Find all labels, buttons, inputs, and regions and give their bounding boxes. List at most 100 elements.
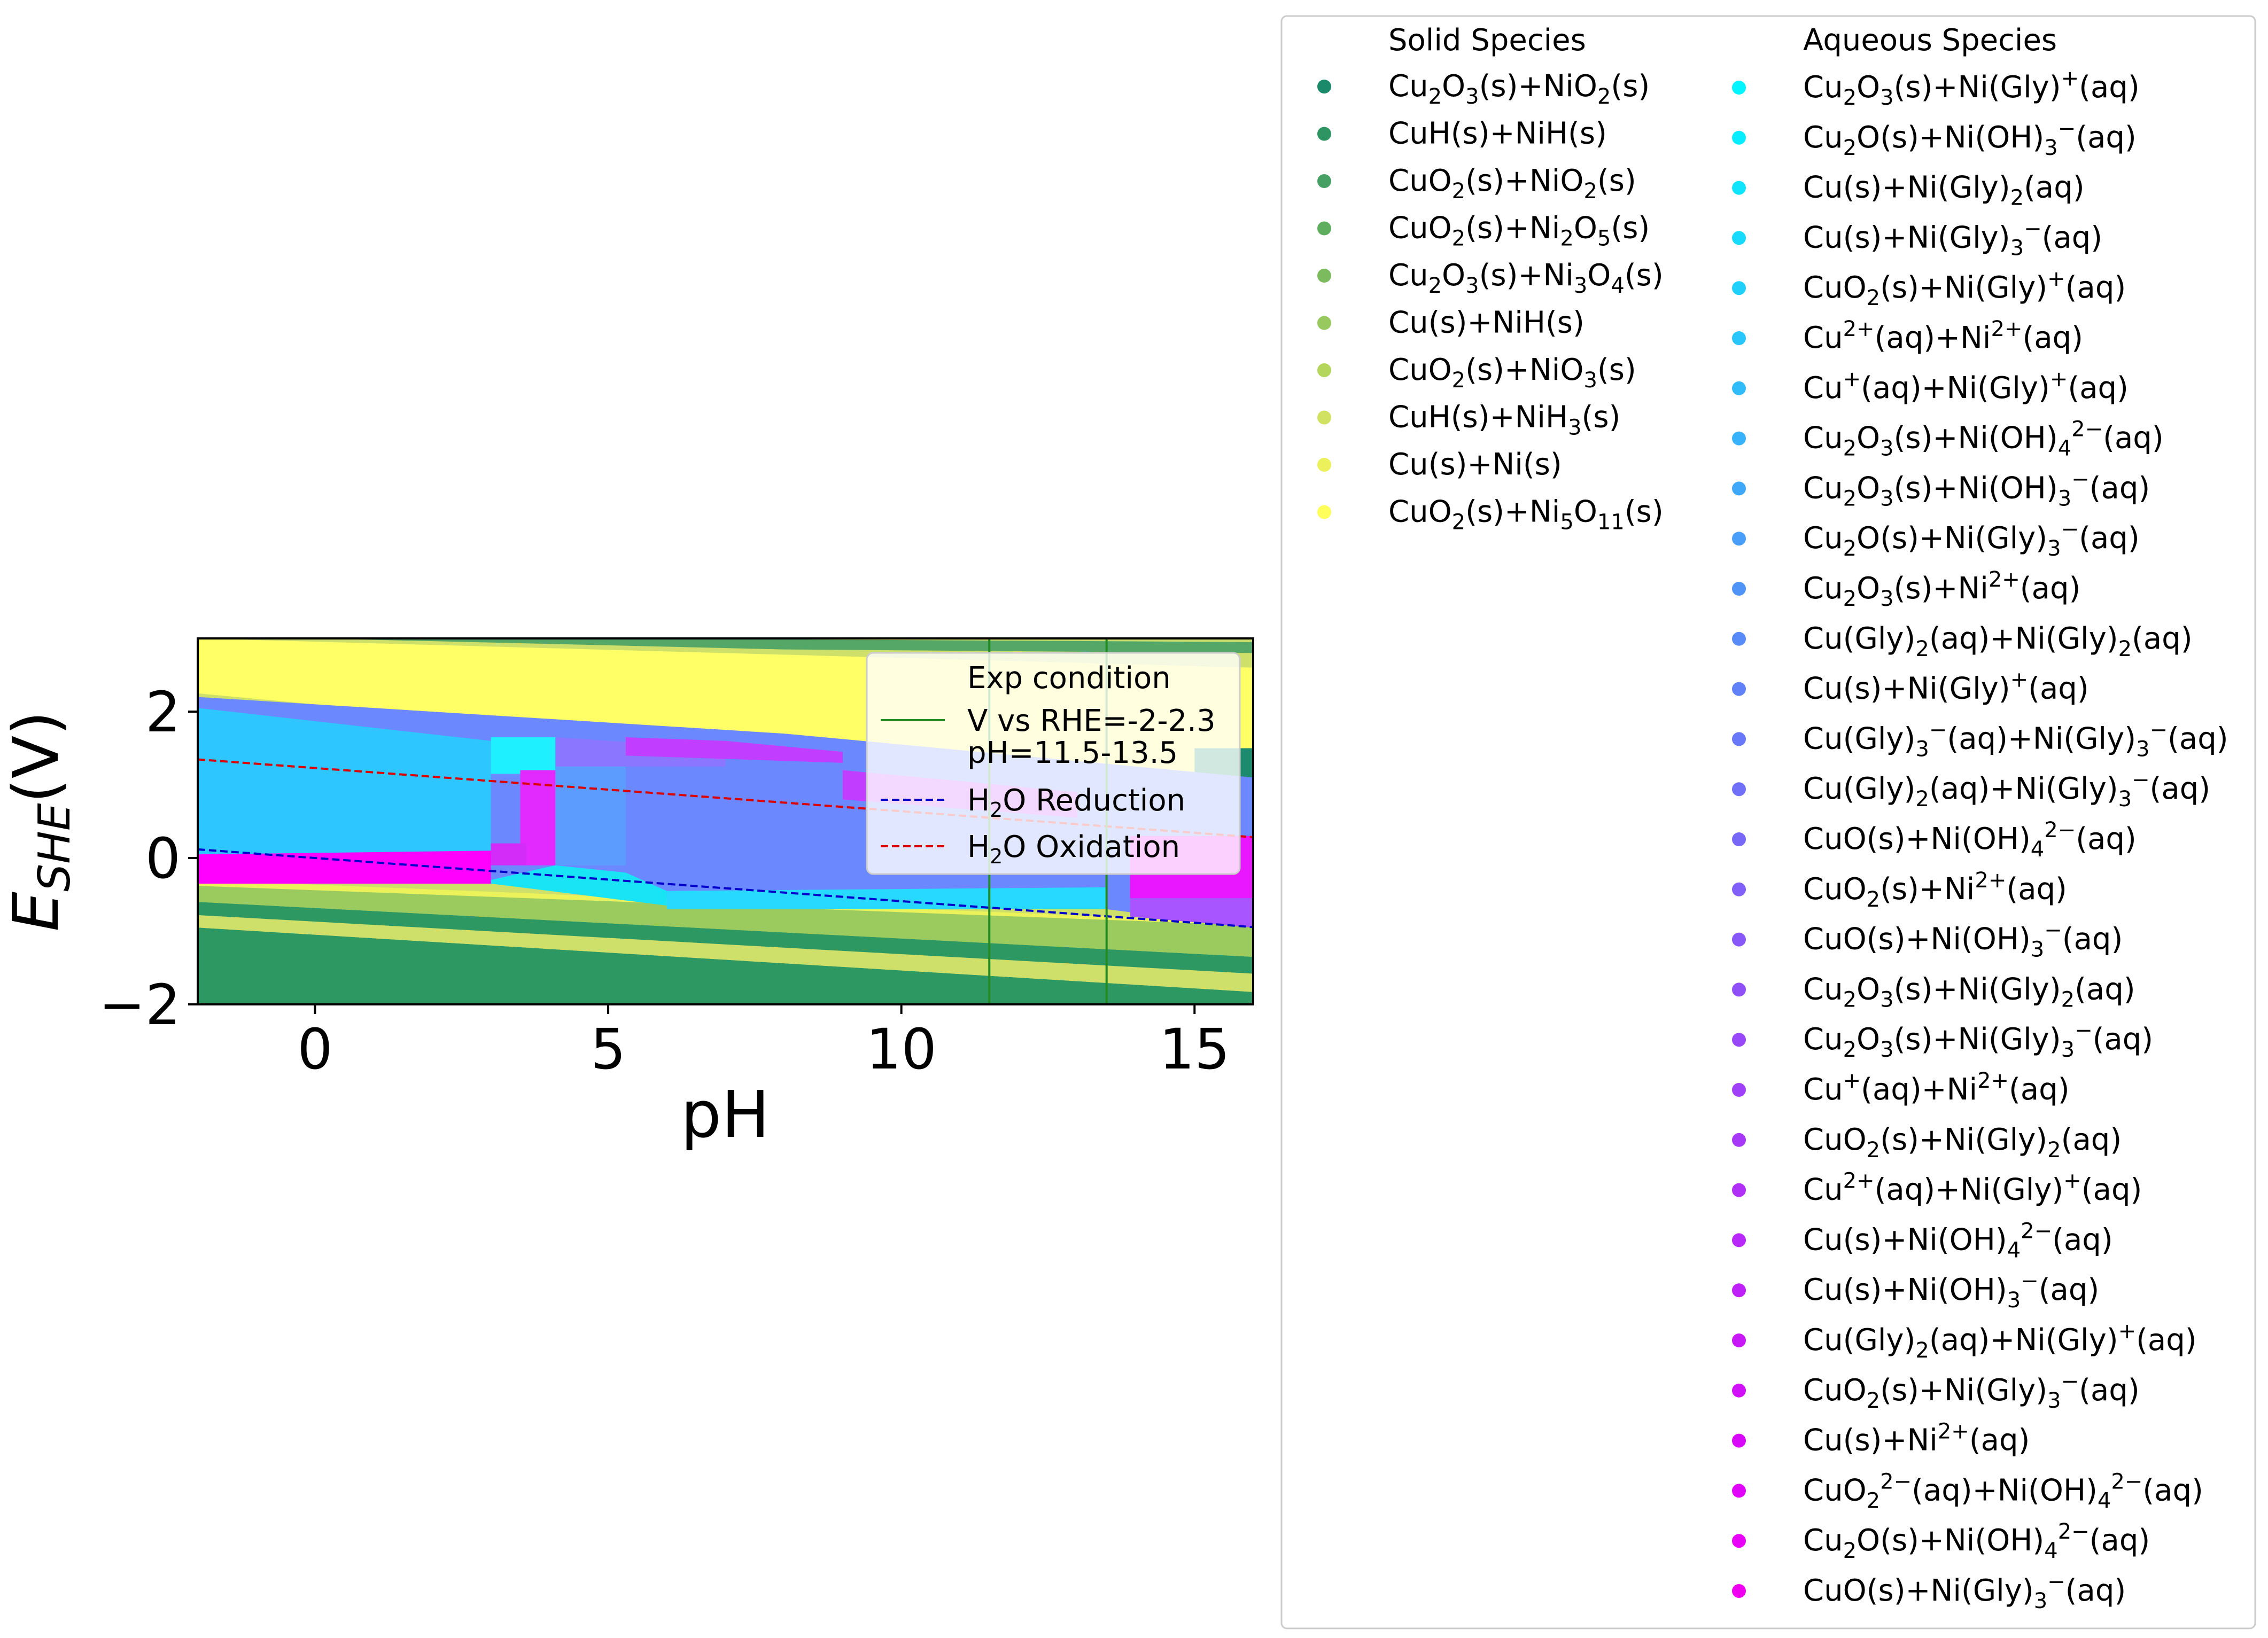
legend-entry-label: CuO2(s)+Ni(Gly)2(aq) [1803, 1122, 2122, 1163]
legend-marker [1317, 363, 1331, 377]
legend-marker [1317, 174, 1331, 188]
legend-marker [1732, 682, 1746, 696]
legend-marker [1732, 181, 1746, 195]
legend-marker [1732, 1083, 1746, 1097]
legend-entry-label: CuH(s)+NiH(s) [1388, 116, 1607, 151]
legend-marker [1732, 1584, 1746, 1598]
legend-entry-label: CuO22−(aq)+Ni(OH)42−(aq) [1803, 1469, 2203, 1513]
legend-entry-label: Cu2O3(s)+Ni(OH)3−(aq) [1803, 467, 2150, 511]
legend-marker [1732, 1383, 1746, 1398]
legend-marker [1732, 532, 1746, 546]
legend-marker [1732, 582, 1746, 596]
outer-legend-box [1280, 15, 2256, 1629]
legend-entry-label: Cu(s)+Ni(Gly)2(aq) [1803, 170, 2085, 210]
legend-entry-label: CuO(s)+Ni(Gly)3−(aq) [1803, 1570, 2126, 1613]
phase-region [1130, 898, 1253, 928]
plot-frame [197, 637, 1254, 1005]
legend-marker [1732, 631, 1746, 646]
legend-marker [1732, 1133, 1746, 1147]
legend-entry-label: Cu+(aq)+Ni(Gly)+(aq) [1803, 367, 2129, 405]
legend-marker [1732, 732, 1746, 746]
y-axis-label-tail: (V) [0, 711, 73, 804]
exp-condition-label-line2: pH=11.5-13.5 [967, 736, 1178, 770]
legend-marker [1732, 81, 1746, 95]
legend-marker [1732, 1534, 1746, 1548]
h2o-reduction-line [198, 848, 1253, 929]
phase-region [198, 708, 491, 880]
x-tick-label: 5 [591, 1017, 626, 1082]
legend-marker [1732, 231, 1746, 245]
legend-entry-label: CuO2(s)+NiO2(s) [1388, 163, 1636, 204]
legend-marker [1732, 1283, 1746, 1298]
y-tick-label: 0 [145, 826, 181, 891]
x-tick-label: 10 [866, 1017, 936, 1082]
legend-entry-label: Cu2O(s)+Ni(OH)3−(aq) [1803, 116, 2137, 160]
solid-species-entries: Cu2O3(s)+NiO2(s) CuH(s)+NiH(s) CuO2(s)+NiO… [1317, 69, 1664, 535]
aqueous-species-entries: Cu2O3(s)+Ni(Gly)+(aq) Cu2O(s)+Ni(OH)3−(aq… [1732, 66, 2228, 1613]
legend-entry-label: Cu2+(aq)+Ni2+(aq) [1803, 317, 2083, 355]
legend-entry-label: Cu2+(aq)+Ni(Gly)+(aq) [1803, 1169, 2142, 1207]
legend-marker [1732, 381, 1746, 395]
inner-legend: Exp condition V vs RHE=-2-2.3 pH=11.5-13… [866, 652, 1241, 875]
legend-marker [1317, 458, 1331, 472]
legend-entry-label: Cu2O3(s)+Ni2+(aq) [1803, 567, 2080, 611]
legend-marker [1732, 281, 1746, 295]
inner-legend-box [866, 652, 1241, 875]
legend-marker [1732, 431, 1746, 446]
legend-marker [1732, 932, 1746, 947]
phase-region [520, 770, 556, 865]
y-tick-label: −2 [99, 972, 181, 1038]
phase-region [626, 737, 843, 763]
legend-marker [1732, 481, 1746, 496]
y-axis-label-main: E [0, 891, 73, 931]
legend-marker [1317, 505, 1331, 519]
inner-legend-title: Exp condition [967, 661, 1171, 696]
phase-region [491, 865, 667, 906]
legend-entry-label: CuO(s)+Ni(OH)3−(aq) [1803, 918, 2123, 962]
legend-marker [1732, 331, 1746, 345]
legend-marker [1317, 221, 1331, 236]
legend-entry-label: CuO2(s)+Ni2O5(s) [1388, 211, 1650, 251]
h2o-oxidation-label: H2O Oxidation [967, 830, 1180, 868]
legend-entry-label: CuO2(s)+NiO3(s) [1388, 353, 1636, 393]
legend-marker [1732, 982, 1746, 997]
legend-entry-label: Cu(Gly)2(aq)+Ni(Gly)2(aq) [1803, 621, 2193, 661]
x-tick-label: 0 [297, 1017, 332, 1082]
legend-marker [1317, 80, 1331, 93]
legend-entry-label: Cu(Gly)2(aq)+Ni(Gly)3−(aq) [1803, 768, 2210, 812]
legend-entry-label: CuO2(s)+Ni5O11(s) [1388, 495, 1664, 535]
y-axis-label: ESHE(V) [0, 711, 80, 932]
phase-region [666, 887, 1107, 909]
phase-region [315, 638, 1253, 653]
legend-marker [1732, 832, 1746, 846]
legend-marker [1317, 410, 1331, 425]
legend-entry-label: Cu(s)+Ni(Gly)3−(aq) [1803, 216, 2102, 260]
phase-region [491, 737, 556, 774]
phase-region [491, 843, 526, 865]
legend-marker [1732, 1333, 1746, 1347]
legend-entry-label: Cu(s)+Ni(OH)3−(aq) [1803, 1269, 2099, 1313]
legend-marker [1732, 1484, 1746, 1498]
legend-entry-label: Cu2O(s)+Ni(OH)42−(aq) [1803, 1519, 2150, 1563]
legend-entry-label: Cu(s)+Ni(s) [1388, 447, 1562, 482]
legend-entry-label: Cu(Gly)2(aq)+Ni(Gly)+(aq) [1803, 1319, 2197, 1363]
legend-marker [1317, 269, 1331, 283]
y-axis-label-sub: SHE [29, 803, 80, 892]
outer-legend: Solid Species Aqueous Species Cu2O3(s)+N… [1280, 15, 2256, 1629]
legend-entry-label: CuO(s)+Ni(OH)42−(aq) [1803, 818, 2137, 862]
legend-entry-label: Cu+(aq)+Ni2+(aq) [1803, 1068, 2070, 1107]
x-tick-label: 15 [1159, 1017, 1230, 1082]
legend-entry-label: Cu(s)+Ni(OH)42−(aq) [1803, 1219, 2113, 1262]
legend-entry-label: Cu2O3(s)+Ni(Gly)2(aq) [1803, 972, 2135, 1012]
legend-marker [1732, 882, 1746, 896]
y-tick-label: 2 [145, 680, 181, 745]
phase-region [198, 851, 491, 884]
legend-entry-label: Cu(s)+Ni(Gly)+(aq) [1803, 668, 2089, 706]
solid-species-title: Solid Species [1388, 23, 1586, 58]
legend-entry-label: Cu2O3(s)+Ni3O4(s) [1388, 258, 1664, 298]
legend-marker [1732, 1433, 1746, 1448]
legend-entry-label: CuO2(s)+Ni2+(aq) [1803, 868, 2067, 912]
legend-entry-label: Cu(Gly)3−(aq)+Ni(Gly)3−(aq) [1803, 717, 2228, 761]
legend-entry-label: CuO2(s)+Ni(Gly)+(aq) [1803, 267, 2126, 310]
